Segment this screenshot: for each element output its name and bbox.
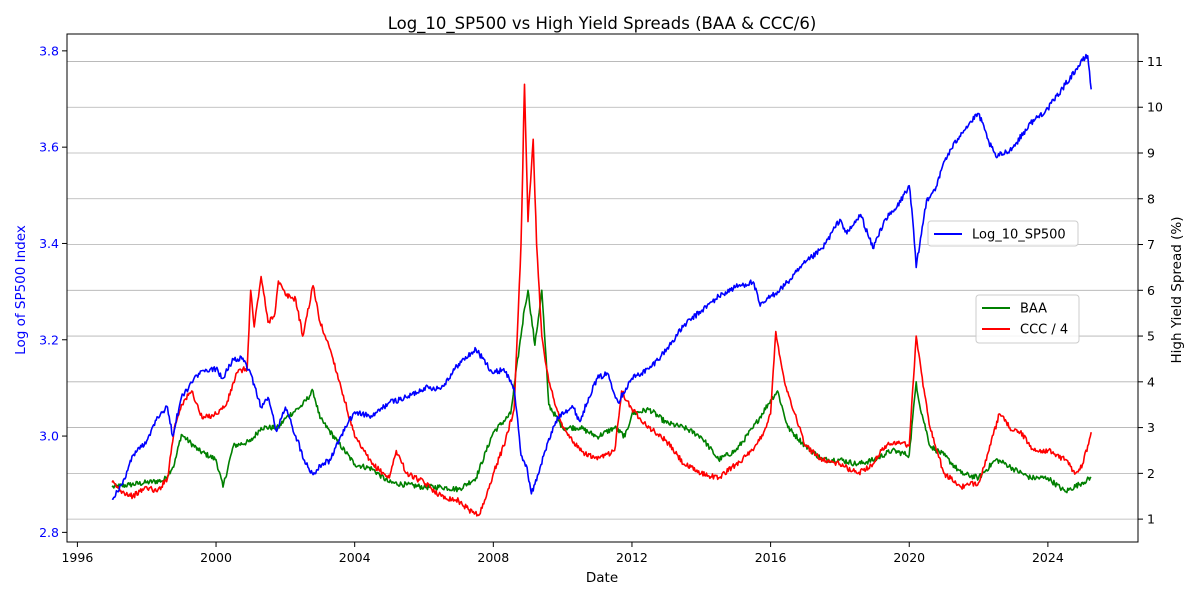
x-tick-label: 2008 — [477, 550, 509, 565]
right-y-tick-label: 4 — [1147, 374, 1155, 389]
left-y-tick-label: 3.4 — [39, 236, 59, 251]
right-y-tick-label: 7 — [1147, 237, 1155, 252]
series-line-log-10-sp500 — [111, 53, 1092, 501]
right-y-tick-label: 3 — [1147, 420, 1155, 435]
right-y-tick-label: 10 — [1147, 100, 1163, 115]
grid-lines — [67, 61, 1138, 520]
series-layer — [111, 53, 1092, 517]
x-axis-label: Date — [586, 570, 618, 586]
plot-frame — [66, 33, 1139, 543]
left-y-tick-label: 2.8 — [39, 525, 59, 540]
legend-label-sp500: Log_10_SP500 — [972, 228, 1066, 243]
x-tick-label: 2024 — [1032, 550, 1064, 565]
series-line-ccc-4 — [111, 83, 1092, 517]
chart-title: Log_10_SP500 vs High Yield Spreads (BAA … — [388, 14, 817, 34]
left-y-tick-label: 3.0 — [39, 429, 59, 444]
right-y-axis: 1 2 3 4 5 6 7 8 9 10 11 — [1138, 54, 1163, 527]
x-tick-label: 2012 — [616, 550, 648, 565]
right-y-axis-label: High Yield Spread (%) — [1169, 217, 1185, 364]
right-y-tick-label: 6 — [1147, 283, 1155, 298]
left-y-tick-label: 3.6 — [39, 140, 59, 155]
right-y-tick-label: 9 — [1147, 145, 1155, 160]
left-y-tick-label: 3.2 — [39, 332, 59, 347]
left-y-axis: 2.8 3.0 3.2 3.4 3.6 3.8 — [39, 43, 67, 540]
legend-sp500: Log_10_SP500 — [927, 220, 1079, 247]
right-y-tick-label: 8 — [1147, 191, 1155, 206]
left-y-axis-label: Log of SP500 Index — [13, 225, 29, 355]
legend-label-ccc: CCC / 4 — [1020, 323, 1068, 338]
legend-box — [927, 220, 1079, 247]
left-y-tick-label: 3.8 — [39, 43, 59, 58]
x-tick-label: 2020 — [893, 550, 925, 565]
legend-label-baa: BAA — [1020, 302, 1047, 317]
right-y-tick-label: 11 — [1147, 54, 1163, 69]
x-tick-label: 2000 — [200, 550, 232, 565]
x-tick-label: 1996 — [61, 550, 93, 565]
right-y-tick-label: 1 — [1147, 512, 1155, 527]
right-y-tick-label: 2 — [1147, 466, 1155, 481]
x-tick-label: 2004 — [339, 550, 371, 565]
legend-spreads: BAA CCC / 4 — [975, 294, 1080, 344]
x-tick-label: 2016 — [755, 550, 787, 565]
x-axis: 1996 2000 2004 2008 2012 2016 2020 2024 — [61, 542, 1064, 565]
right-y-tick-label: 5 — [1147, 329, 1155, 344]
